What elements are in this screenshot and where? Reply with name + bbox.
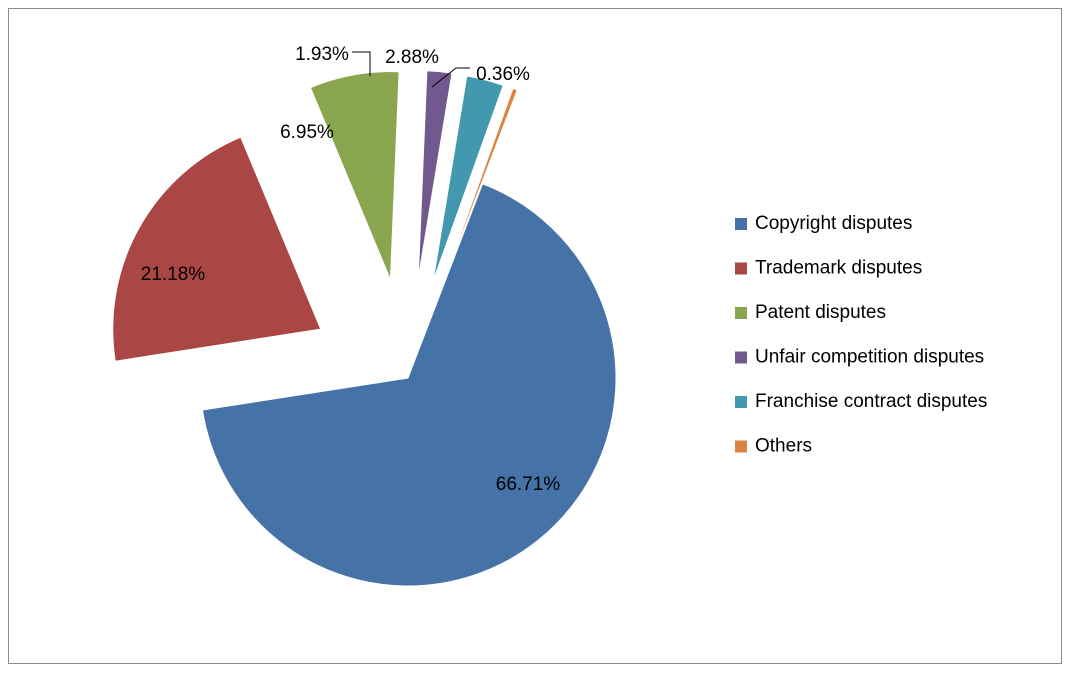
legend-swatch [735, 218, 747, 230]
legend-label: Patent disputes [755, 302, 886, 323]
legend-label: Copyright disputes [755, 213, 912, 234]
legend-label: Others [755, 436, 812, 457]
legend-swatch [735, 307, 747, 319]
leader-lines-layer [352, 51, 470, 88]
legend-swatch [735, 440, 747, 453]
pie-slice-franchise-contract-disputes [432, 75, 504, 282]
pie-slice-copyright-disputes [201, 183, 617, 587]
data-label: 66.71% [496, 474, 561, 495]
leader-line [352, 51, 371, 76]
pie-slice-patent-disputes [309, 71, 400, 280]
legend-label: Franchise contract disputes [755, 391, 987, 412]
legend-label: Unfair competition disputes [755, 347, 984, 368]
data-label: 1.93% [295, 44, 349, 65]
data-label: 0.36% [476, 64, 530, 85]
legend-swatch [735, 262, 747, 275]
legend-swatch [735, 351, 747, 364]
pie-slice-trademark-disputes [112, 136, 322, 362]
legend: Copyright disputes Trademark disputes Pate… [735, 213, 987, 457]
leader-line [431, 67, 470, 88]
pie-slice-others [442, 87, 518, 285]
data-label: 21.18% [141, 264, 206, 285]
slices-layer [112, 70, 617, 587]
legend-label: Trademark disputes [755, 258, 922, 279]
data-label: 2.88% [385, 47, 439, 68]
legend-swatch [735, 396, 747, 408]
data-label: 6.95% [280, 122, 334, 143]
pie-slice-unfair-competition-disputes [417, 70, 453, 279]
data-labels-layer: 66.71% 21.18% 6.95% 1.93% 2.88% 0.36% [141, 44, 561, 495]
